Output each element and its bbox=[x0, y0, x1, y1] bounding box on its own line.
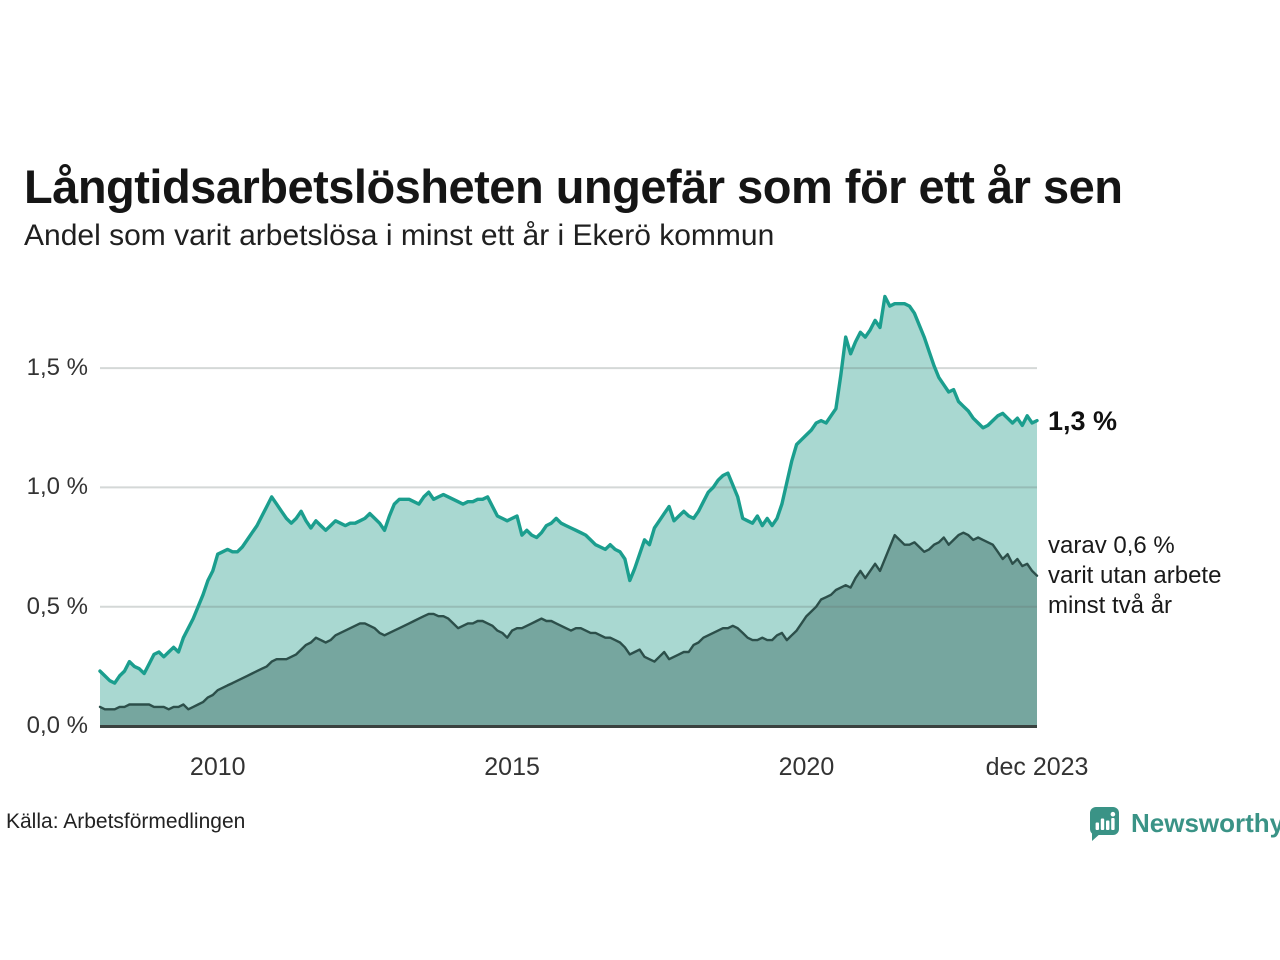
series2-annotation-line: varit utan arbete bbox=[1048, 561, 1222, 589]
series2-line bbox=[98, 531, 1039, 711]
x-axis-tick-label: 2020 bbox=[778, 753, 835, 781]
page-title: Långtidsarbetslösheten ungefär som för e… bbox=[24, 160, 1123, 214]
y-axis-tick-label: 0,5 % bbox=[26, 592, 88, 620]
newsworthy-logo: Newsworthy bbox=[1088, 805, 1280, 842]
series1-line bbox=[98, 294, 1039, 685]
series2-annotation-line: minst två år bbox=[1048, 591, 1173, 619]
source-credit: Källa: Arbetsförmedlingen bbox=[6, 810, 246, 833]
x-axis-tick-label: dec 2023 bbox=[985, 753, 1089, 781]
y-axis-tick-label: 1,5 % bbox=[26, 354, 88, 382]
x-axis-tick-label: 2015 bbox=[484, 753, 540, 781]
page-subtitle: Andel som varit arbetslösa i minst ett å… bbox=[24, 219, 775, 252]
series2-area-fill bbox=[100, 532, 1037, 726]
gridlines bbox=[100, 367, 1037, 608]
x-axis-tick-label: 2010 bbox=[189, 753, 246, 781]
y-axis-tick-label: 1,0 % bbox=[26, 473, 88, 501]
series1-area-fill bbox=[100, 296, 1037, 726]
series2-annotation-line: varav 0,6 % bbox=[1048, 531, 1175, 559]
newsworthy-bubble-icon bbox=[1090, 807, 1119, 841]
series2-end-annotation: varav 0,6 % varit utan arbete minst två … bbox=[1048, 531, 1221, 621]
y-axis-tick-label: 0,0 % bbox=[26, 712, 88, 739]
newsworthy-wordmark: Newsworthy bbox=[1131, 808, 1280, 838]
series1-end-value-label: 1,3 % bbox=[1048, 405, 1118, 436]
